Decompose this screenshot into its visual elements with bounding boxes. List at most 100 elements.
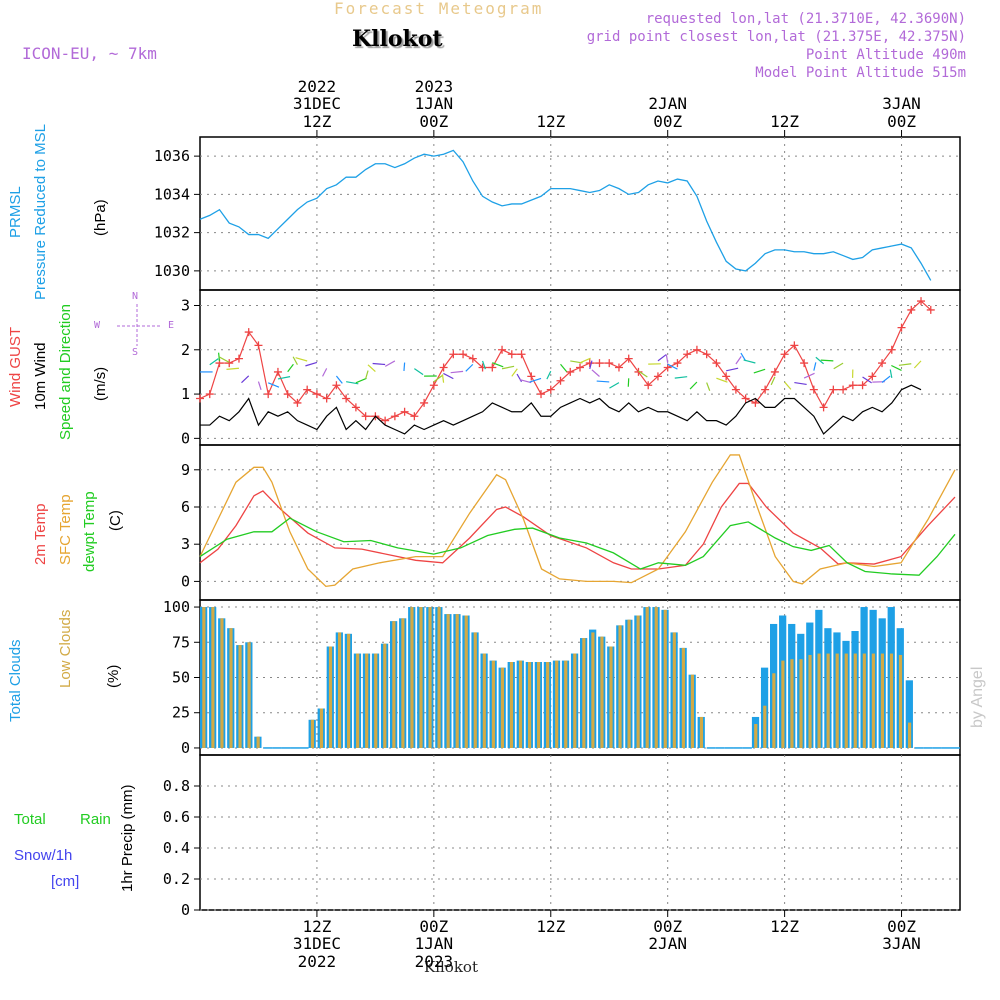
top-date-label: 2JAN bbox=[648, 94, 687, 113]
low-cloud-bar bbox=[817, 653, 821, 748]
top-year-label: 2022 bbox=[298, 77, 337, 96]
low-cloud-bar bbox=[772, 673, 776, 748]
wind-arrow bbox=[889, 369, 893, 378]
ytick-label-clouds: 75 bbox=[172, 633, 190, 651]
gust-marker bbox=[429, 381, 438, 390]
ytick-label-precip: 0.8 bbox=[163, 777, 190, 795]
low-cloud-bar bbox=[419, 607, 423, 748]
gust-marker bbox=[819, 403, 828, 412]
wind-arrow bbox=[638, 370, 648, 378]
gust-marker bbox=[537, 390, 546, 399]
low-cloud-bar bbox=[229, 628, 233, 748]
gust-marker bbox=[770, 367, 779, 376]
bottom-hour-label: 00Z bbox=[653, 917, 682, 936]
panel-frame-pressure bbox=[199, 136, 961, 291]
gust-marker bbox=[400, 407, 409, 416]
low-cloud-bar bbox=[781, 660, 785, 748]
low-cloud-bar bbox=[437, 607, 441, 748]
wind-arrow bbox=[492, 362, 504, 368]
gust-marker bbox=[878, 359, 887, 368]
gust-marker bbox=[322, 394, 331, 403]
compass-cross bbox=[117, 304, 160, 346]
low-cloud-bar bbox=[509, 662, 514, 748]
gust-marker bbox=[868, 372, 877, 381]
bottom-date-label: 1JAN bbox=[415, 934, 454, 953]
low-cloud-bar bbox=[853, 653, 857, 748]
low-cloud-bar bbox=[898, 654, 903, 748]
gust-marker bbox=[926, 305, 935, 314]
wind-arrow bbox=[441, 374, 445, 383]
wind-arrow bbox=[743, 359, 756, 364]
top-date-label: 31DEC bbox=[293, 94, 341, 113]
wind-arrow bbox=[596, 380, 610, 383]
wind-arrow bbox=[414, 368, 424, 376]
gust-marker bbox=[527, 372, 536, 381]
low-cloud-bar bbox=[799, 659, 803, 748]
wind-arrow bbox=[433, 375, 443, 383]
wind-arrow bbox=[355, 377, 367, 384]
ytick-label-clouds: 50 bbox=[172, 669, 190, 687]
ytick-label-pressure: 1034 bbox=[154, 185, 190, 203]
wind10m-line bbox=[200, 384, 922, 435]
wind-arrow bbox=[226, 367, 240, 370]
gust-marker bbox=[829, 385, 838, 394]
gust-marker bbox=[614, 363, 623, 372]
gust-marker bbox=[244, 328, 253, 337]
wind-arrow bbox=[365, 370, 369, 379]
low-cloud-bar bbox=[808, 654, 812, 748]
gust-marker bbox=[566, 367, 575, 376]
low-cloud-bar bbox=[491, 660, 495, 748]
wind-arrow bbox=[519, 378, 532, 384]
top-hour-label: 12Z bbox=[536, 112, 565, 131]
gust-marker bbox=[234, 354, 243, 363]
bottom-date-label: 31DEC bbox=[293, 934, 341, 953]
wind-arrow bbox=[716, 377, 728, 383]
low-cloud-bar bbox=[455, 614, 459, 748]
total-label: Total bbox=[14, 811, 46, 828]
gust-marker bbox=[634, 367, 643, 376]
low-cloud-bar bbox=[681, 647, 685, 748]
wind-arrow bbox=[529, 377, 542, 383]
ytick-label-precip: 0.6 bbox=[163, 808, 190, 826]
gust-marker bbox=[848, 381, 857, 390]
gust-marker bbox=[897, 323, 906, 332]
wind-arrow bbox=[753, 368, 766, 374]
low-cloud-bar bbox=[337, 632, 342, 748]
wind-arrow bbox=[450, 370, 464, 374]
wind-arrow bbox=[579, 357, 591, 364]
wind-arrow bbox=[257, 381, 262, 390]
wind-arrow bbox=[305, 361, 318, 367]
low-cloud-bar bbox=[618, 625, 622, 748]
low-cloud-bar bbox=[672, 632, 676, 748]
low-cloud-bar bbox=[591, 632, 595, 748]
wind-arrow bbox=[770, 376, 776, 386]
top-date-label: 1JAN bbox=[415, 94, 454, 113]
low-cloud-bar bbox=[537, 662, 541, 748]
gust-marker bbox=[624, 354, 633, 363]
bottom-hour-label: 00Z bbox=[419, 917, 448, 936]
gust-marker bbox=[731, 385, 740, 394]
top-hour-label: 00Z bbox=[887, 112, 916, 131]
gust-marker bbox=[351, 403, 360, 412]
compass-n: N bbox=[132, 291, 139, 302]
low-cloud-bar bbox=[600, 636, 604, 748]
rain-label: Rain bbox=[80, 811, 111, 828]
low-cloud-bar bbox=[527, 662, 532, 748]
gust-marker bbox=[342, 394, 351, 403]
wind-arrow bbox=[403, 362, 406, 372]
wind-arrow bbox=[546, 370, 552, 380]
wind-arrow bbox=[815, 356, 824, 365]
wind-arrow bbox=[346, 381, 359, 385]
gust-marker bbox=[507, 350, 516, 359]
wind-arrow bbox=[218, 352, 221, 362]
gust-marker bbox=[332, 381, 341, 390]
wind-arrow bbox=[267, 382, 280, 388]
low-cloud-bar bbox=[889, 653, 894, 748]
ytick-label-pressure: 1036 bbox=[154, 147, 190, 165]
top-date-label: 3JAN bbox=[882, 94, 921, 113]
low-cloud-bar bbox=[609, 646, 613, 748]
wind-arrow bbox=[813, 362, 817, 371]
gust-marker bbox=[653, 372, 662, 381]
gust-marker bbox=[498, 345, 507, 354]
